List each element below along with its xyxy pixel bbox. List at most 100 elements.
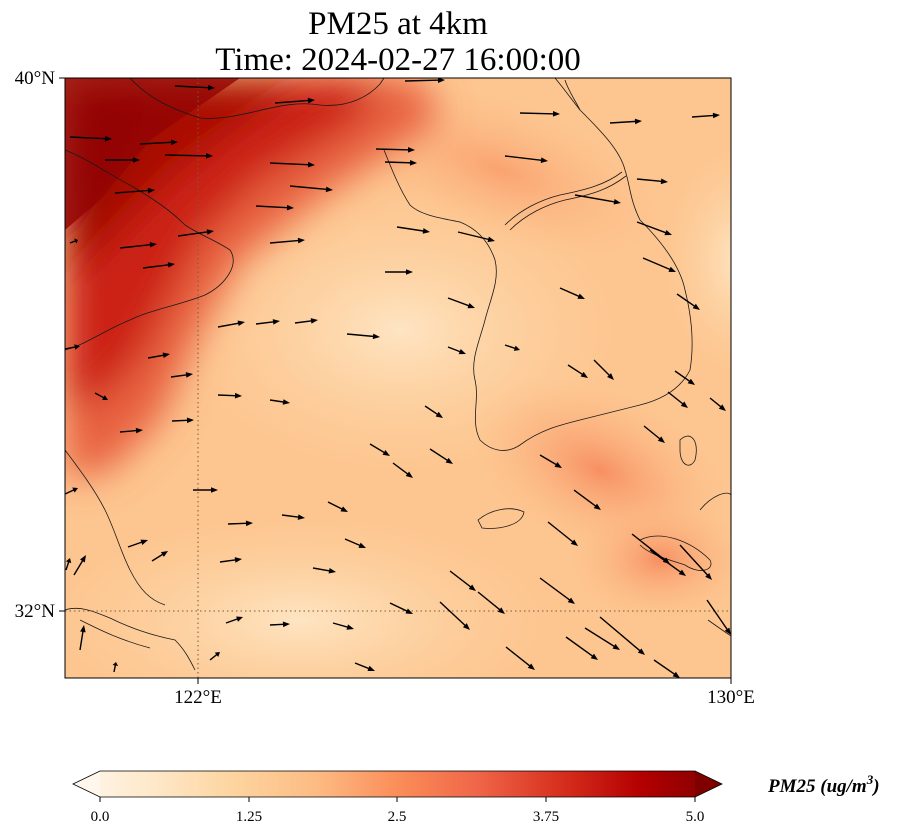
title-line-2: Time: 2024-02-27 16:00:00 — [215, 42, 580, 78]
colorbar-extend-min — [73, 771, 100, 797]
wind-vector-shaft — [667, 391, 686, 406]
colorbar-extend-max — [695, 771, 722, 797]
wind-vector-shaft — [631, 533, 668, 562]
wind-vector-shaft — [294, 319, 314, 324]
colorbar-tick-4: 5.0 — [686, 809, 705, 825]
wind-vector-head — [211, 487, 218, 493]
wind-vector-head — [186, 417, 194, 424]
colorbar-tick-0: 0.0 — [91, 809, 110, 825]
wind-vector-shaft — [447, 297, 472, 308]
wind-vector-head — [170, 139, 178, 146]
wind-vector-shaft — [375, 148, 411, 151]
wind-vector-shaft — [539, 577, 573, 603]
wind-vector-head — [147, 187, 155, 194]
wind-vector-head — [346, 624, 354, 630]
wind-vector-shaft — [274, 99, 311, 104]
wind-vector-shaft — [164, 154, 209, 157]
wind-vector-shaft — [599, 616, 643, 653]
wind-vector-shaft — [255, 205, 290, 209]
wind-vector-shaft — [269, 239, 301, 244]
wind-vector-shaft — [565, 636, 595, 659]
wind-vector-shaft — [457, 231, 492, 241]
pm25-field — [65, 78, 731, 678]
wind-vector-head — [72, 487, 78, 493]
wind-vector-shaft — [177, 230, 210, 237]
wind-vector-head — [358, 542, 366, 548]
wind-vector-shaft — [559, 287, 582, 298]
wind-vector-head — [286, 204, 294, 211]
wind-vector-head — [612, 643, 620, 650]
colorbar-tick-3: 3.75 — [533, 809, 559, 825]
gridlines — [65, 78, 731, 678]
wind-vector-head — [167, 262, 175, 268]
wind-vector-shaft — [384, 161, 413, 164]
wind-vector-shaft — [392, 462, 411, 477]
wind-vector-head — [140, 539, 148, 545]
wind-vector-head — [437, 78, 445, 83]
wind-vector-head — [445, 457, 453, 464]
wind-vector-head — [297, 237, 305, 244]
wind-vector-head — [634, 118, 642, 125]
wind-vector-head — [705, 572, 712, 580]
wind-vector-head — [405, 471, 413, 478]
wind-vector-head — [135, 427, 143, 434]
wind-vector-head — [680, 401, 688, 408]
wind-vector-head — [307, 97, 315, 104]
wind-vector-head — [435, 411, 443, 418]
wind-vector-head — [467, 302, 475, 309]
wind-vector-head — [637, 648, 645, 655]
wind-vector-shaft — [547, 521, 576, 544]
wind-vector-shaft — [142, 263, 171, 269]
wind-vector-shaft — [519, 112, 556, 115]
wind-vector-head — [657, 436, 665, 443]
wind-vector-shaft — [424, 405, 440, 417]
wind-vector-shaft — [332, 622, 351, 629]
wind-vector-head — [422, 228, 430, 234]
wind-vector-head — [74, 238, 78, 244]
wind-vectors — [65, 78, 731, 678]
wind-vector-shaft — [139, 141, 174, 145]
wind-vector-shaft — [649, 549, 684, 575]
wind-vector-shaft — [289, 185, 329, 191]
wind-vector-head — [407, 147, 415, 153]
wind-vector-head — [382, 449, 390, 456]
wind-vector-head — [340, 506, 348, 512]
wind-vector-shaft — [114, 189, 151, 194]
wind-vector-shaft — [174, 85, 211, 89]
colorbar-label: PM25 (ug/m3) — [767, 772, 880, 797]
wind-vector-head — [162, 352, 170, 359]
wind-vector-head — [567, 597, 575, 604]
wind-vector-head — [282, 399, 290, 405]
wind-vector-head — [236, 616, 243, 622]
wind-vector-head — [409, 159, 417, 166]
wind-vector-shaft — [127, 540, 145, 548]
wind-vector-head — [328, 568, 336, 574]
wind-vector-head — [668, 266, 676, 272]
wind-vector-head — [104, 135, 112, 142]
wind-vector-head — [372, 333, 380, 340]
wind-vector-head — [325, 186, 333, 193]
title-line-1: PM25 at 4km — [308, 6, 488, 42]
wind-vector-head — [468, 584, 476, 591]
wind-vector-head — [205, 153, 213, 159]
wind-vector-head — [497, 607, 505, 614]
wind-vector-shaft — [674, 370, 692, 384]
wind-vector-shaft — [119, 243, 153, 249]
wind-vector-head — [540, 157, 548, 163]
lon-label-122e: 122°E — [174, 687, 222, 708]
wind-vector-head — [552, 111, 560, 117]
wind-vector-shaft — [344, 538, 363, 547]
wind-vector-head — [149, 241, 157, 248]
wind-vector-shaft — [73, 558, 85, 576]
wind-vector-head — [297, 514, 305, 520]
wind-vector-shaft — [404, 79, 441, 82]
wind-vector-head — [678, 569, 686, 576]
wind-vector-shaft — [346, 333, 376, 338]
wind-vector-head — [133, 157, 140, 163]
colorbar-body — [73, 771, 722, 797]
wind-vector-shaft — [636, 221, 669, 235]
wind-vector-shaft — [217, 394, 238, 397]
wind-vector-shaft — [706, 599, 730, 632]
wind-vector-head — [660, 178, 668, 185]
